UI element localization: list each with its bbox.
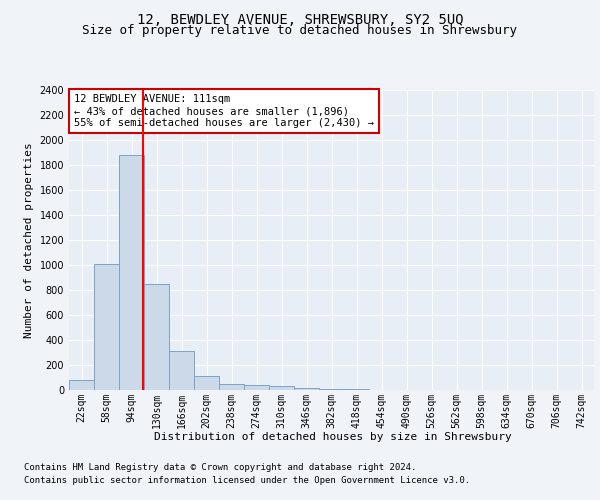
Text: 12, BEWDLEY AVENUE, SHREWSBURY, SY2 5UQ: 12, BEWDLEY AVENUE, SHREWSBURY, SY2 5UQ	[137, 12, 463, 26]
Bar	[194, 376, 219, 390]
Bar	[244, 385, 269, 390]
Bar	[219, 384, 244, 390]
Bar	[119, 155, 144, 390]
Text: Size of property relative to detached houses in Shrewsbury: Size of property relative to detached ho…	[83, 24, 517, 37]
Bar	[144, 284, 169, 390]
Bar	[269, 386, 294, 390]
Text: Distribution of detached houses by size in Shrewsbury: Distribution of detached houses by size …	[154, 432, 512, 442]
Text: Contains HM Land Registry data © Crown copyright and database right 2024.: Contains HM Land Registry data © Crown c…	[24, 462, 416, 471]
Y-axis label: Number of detached properties: Number of detached properties	[24, 142, 34, 338]
Bar	[169, 351, 194, 390]
Bar	[94, 264, 119, 390]
Text: 12 BEWDLEY AVENUE: 111sqm
← 43% of detached houses are smaller (1,896)
55% of se: 12 BEWDLEY AVENUE: 111sqm ← 43% of detac…	[74, 94, 374, 128]
Bar	[294, 388, 319, 390]
Text: Contains public sector information licensed under the Open Government Licence v3: Contains public sector information licen…	[24, 476, 470, 485]
Bar	[69, 380, 94, 390]
